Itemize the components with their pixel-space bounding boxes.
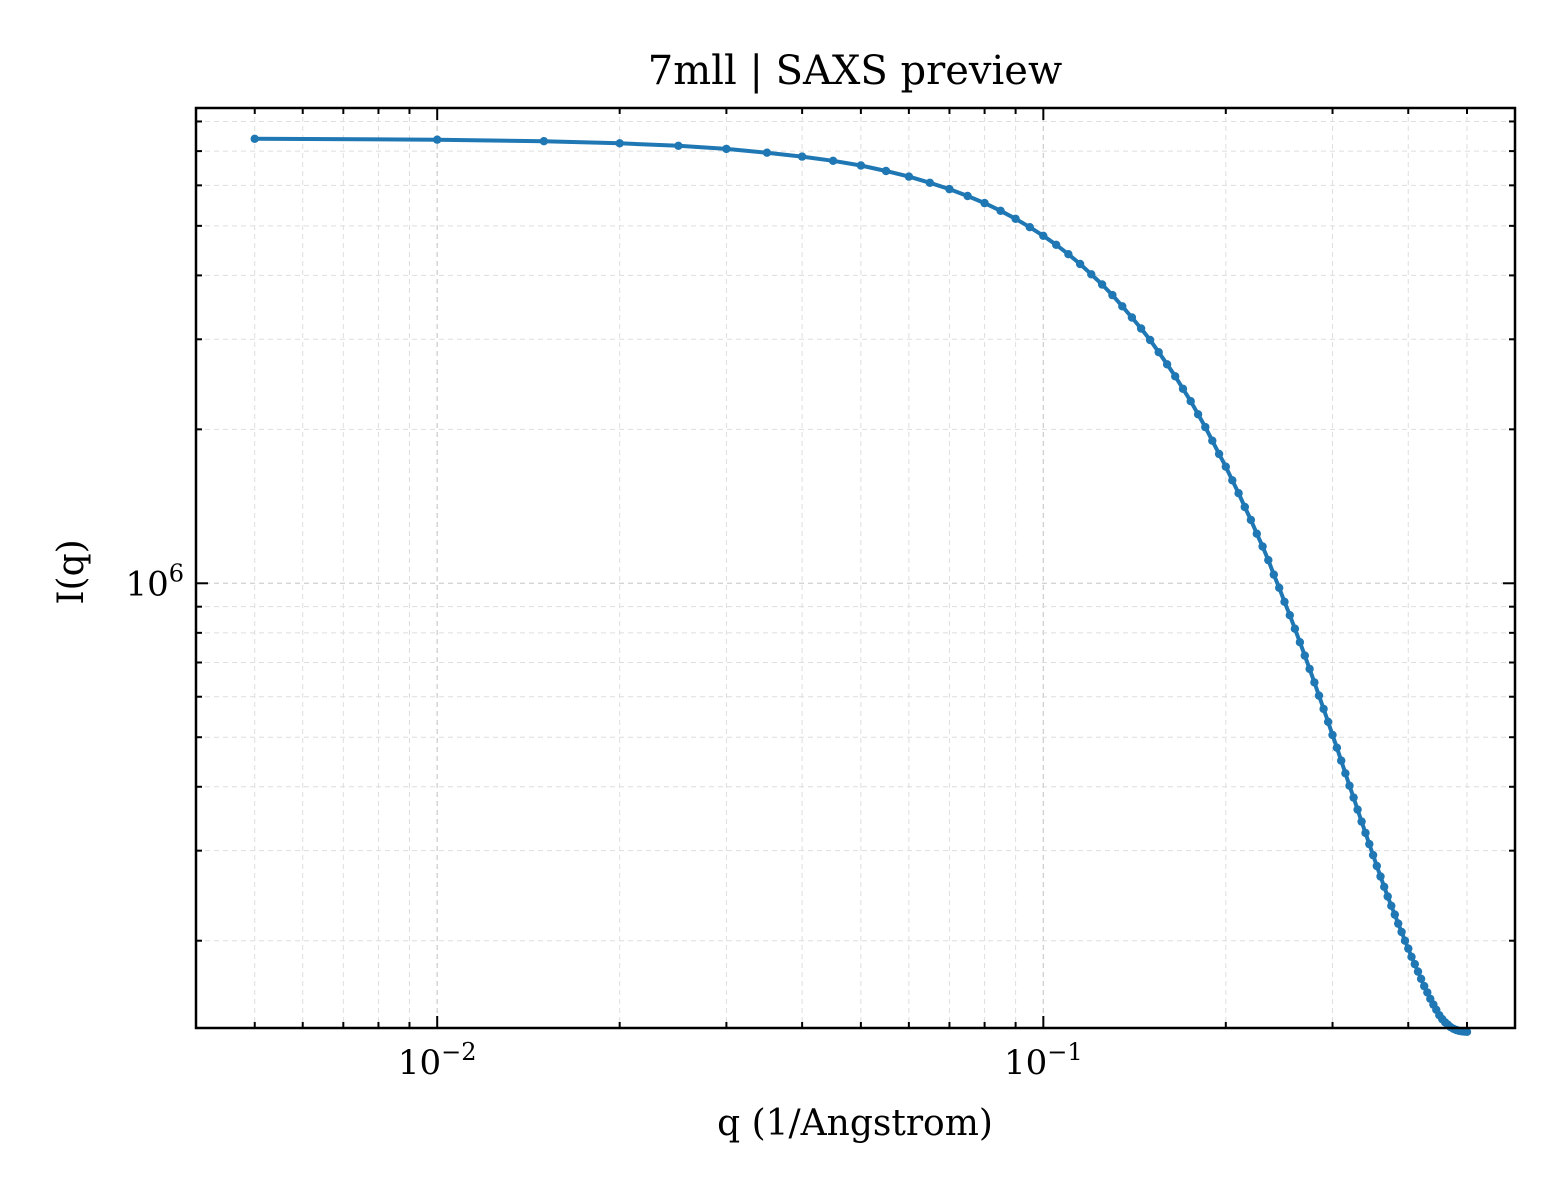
data-point bbox=[1280, 597, 1289, 606]
data-point bbox=[539, 137, 549, 146]
data-point bbox=[1300, 651, 1310, 660]
data-point bbox=[1345, 781, 1354, 790]
data-point bbox=[1337, 756, 1346, 765]
data-point bbox=[1285, 611, 1295, 620]
data-point bbox=[1332, 743, 1342, 752]
data-point bbox=[1221, 462, 1231, 471]
data-point bbox=[1214, 449, 1224, 459]
data-point bbox=[925, 178, 935, 187]
data-point bbox=[1423, 988, 1432, 997]
data-point bbox=[1413, 967, 1423, 976]
x-tick-label: 10−2 bbox=[398, 1038, 477, 1083]
data-point bbox=[1397, 927, 1406, 937]
data-point bbox=[881, 166, 891, 176]
data-point bbox=[1118, 302, 1127, 311]
data-point bbox=[996, 206, 1005, 215]
data-point bbox=[1240, 502, 1250, 512]
data-point bbox=[1365, 839, 1374, 849]
data-point bbox=[1462, 1027, 1472, 1037]
grid-lines bbox=[195, 108, 1515, 1028]
data-point bbox=[1178, 384, 1188, 393]
data-point bbox=[856, 161, 866, 170]
data-point bbox=[1295, 638, 1305, 647]
data-point bbox=[1394, 919, 1403, 928]
data-point bbox=[1136, 324, 1146, 333]
data-point bbox=[1319, 704, 1328, 714]
data-point bbox=[1234, 489, 1243, 498]
data-point bbox=[762, 148, 772, 157]
data-point bbox=[1372, 861, 1382, 871]
data-point bbox=[1328, 730, 1337, 740]
ticks: 10−2 10−1 106 bbox=[125, 108, 1515, 1083]
data-point bbox=[1387, 901, 1396, 910]
y-tick-label: 106 bbox=[125, 559, 184, 604]
data-point bbox=[1039, 231, 1048, 240]
data-point bbox=[1269, 570, 1279, 579]
data-point bbox=[433, 135, 442, 144]
plot-frame bbox=[194, 106, 1517, 1030]
data-point bbox=[1404, 944, 1413, 953]
data-point bbox=[250, 134, 259, 143]
data-point bbox=[1357, 817, 1366, 826]
data-point bbox=[615, 139, 624, 148]
data-point bbox=[1087, 270, 1096, 279]
data-point bbox=[1064, 250, 1073, 259]
data-point bbox=[1011, 214, 1020, 223]
data-point bbox=[945, 184, 954, 194]
data-point bbox=[1353, 805, 1362, 814]
data-point bbox=[980, 198, 989, 208]
data-point bbox=[1323, 717, 1333, 726]
data-point bbox=[1108, 290, 1117, 300]
data-point bbox=[1258, 542, 1267, 551]
data-point bbox=[904, 172, 914, 181]
data-point bbox=[1201, 422, 1210, 432]
data-point bbox=[828, 156, 838, 165]
data-point bbox=[1264, 555, 1273, 565]
data-point bbox=[674, 141, 683, 150]
data-point bbox=[1154, 348, 1163, 357]
data-point bbox=[1383, 892, 1392, 901]
data-point bbox=[1310, 678, 1319, 687]
data-point bbox=[1193, 410, 1203, 419]
data-point bbox=[797, 152, 807, 161]
data-point bbox=[963, 191, 972, 201]
data-point bbox=[1349, 793, 1358, 802]
data-point bbox=[1097, 280, 1107, 289]
data-point bbox=[1376, 872, 1385, 881]
data-point bbox=[1400, 936, 1410, 945]
x-tick-label: 10−1 bbox=[1004, 1038, 1083, 1083]
y-axis-label: I(q) bbox=[51, 539, 92, 604]
data-point bbox=[1052, 240, 1061, 249]
data-point bbox=[1410, 959, 1420, 969]
data-point bbox=[1420, 981, 1429, 991]
data-point bbox=[1390, 910, 1400, 919]
data-point bbox=[1252, 529, 1262, 538]
x-axis-label: q (1/Angstrom) bbox=[717, 1103, 993, 1144]
data-point bbox=[1361, 828, 1370, 838]
data-point bbox=[1145, 335, 1155, 345]
data-point bbox=[1368, 850, 1378, 860]
data-point bbox=[1208, 436, 1217, 445]
data-point bbox=[1341, 769, 1350, 778]
data-point bbox=[1416, 974, 1426, 983]
data-point bbox=[1246, 515, 1256, 525]
data-point bbox=[722, 144, 731, 154]
data-point bbox=[1275, 583, 1284, 592]
data-point bbox=[1290, 624, 1300, 633]
data-point bbox=[1305, 664, 1314, 674]
data-point bbox=[1162, 360, 1172, 369]
data-point bbox=[1314, 691, 1324, 700]
data-point bbox=[1075, 259, 1085, 269]
data-point bbox=[1228, 476, 1237, 485]
data-point bbox=[1171, 372, 1180, 381]
data-point bbox=[1407, 952, 1416, 961]
chart-title: 7mll | SAXS preview bbox=[648, 48, 1062, 94]
data-point bbox=[1127, 313, 1137, 322]
data-point bbox=[1025, 223, 1035, 232]
data-point bbox=[1380, 882, 1389, 891]
data-point bbox=[1186, 397, 1195, 406]
